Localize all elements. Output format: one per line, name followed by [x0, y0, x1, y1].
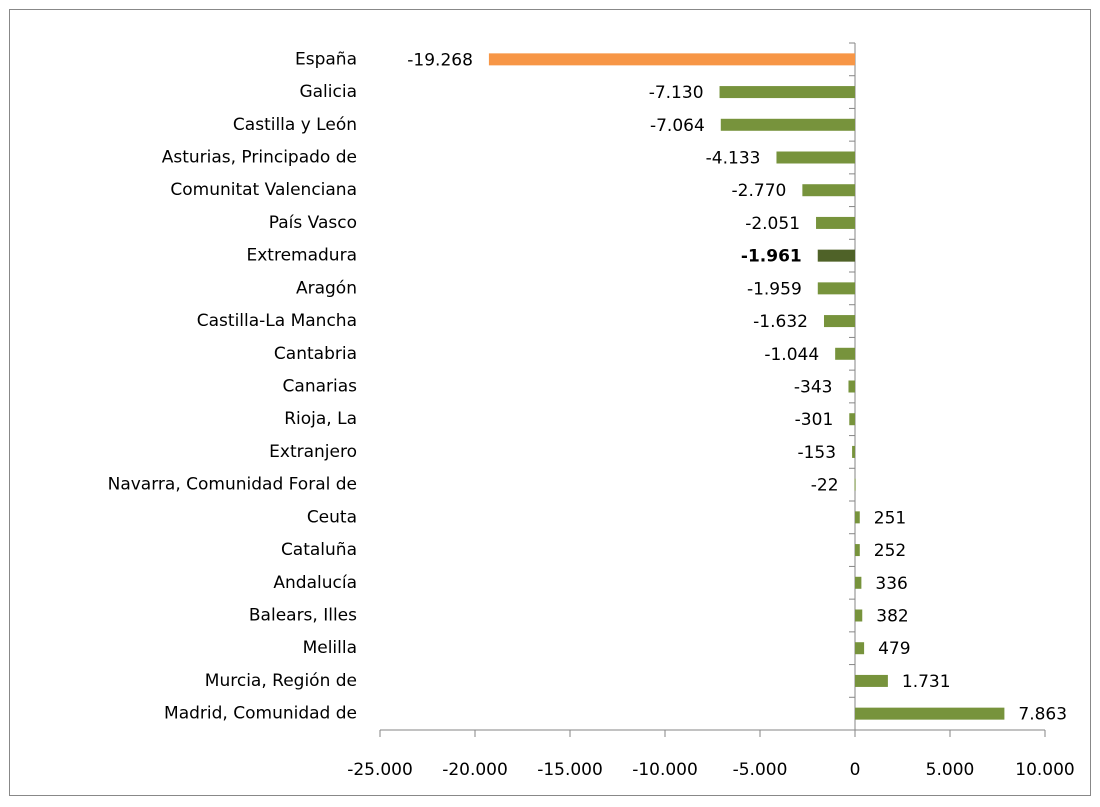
bar	[835, 347, 855, 360]
data-label: -343	[794, 378, 833, 398]
y-tick-label: Madrid, Comunidad de	[164, 704, 357, 724]
y-tick-label: Aragón	[296, 278, 357, 298]
bar	[854, 478, 856, 491]
data-label: 7.863	[1018, 705, 1067, 725]
y-tick-label: Extremadura	[247, 246, 358, 266]
bar	[855, 707, 1005, 720]
bar	[855, 576, 862, 589]
y-tick-label: Andalucía	[273, 573, 357, 593]
data-label: -1.632	[753, 312, 808, 332]
data-label: -153	[797, 443, 836, 463]
y-tick-label: Castilla-La Mancha	[197, 311, 357, 331]
y-tick-label: Extranjero	[269, 442, 357, 462]
bar	[852, 445, 855, 458]
bar	[719, 86, 855, 99]
data-label: -1.959	[747, 279, 802, 299]
bar	[802, 184, 855, 197]
x-tick-label: -5.000	[733, 760, 788, 780]
data-label: -1.044	[764, 345, 819, 365]
x-tick-label: -25.000	[347, 760, 413, 780]
x-tick-label: 10.000	[1015, 760, 1074, 780]
bar	[816, 216, 855, 229]
data-label: 336	[875, 574, 907, 594]
bar	[776, 151, 855, 164]
y-tick-label: Melilla	[303, 638, 357, 658]
y-tick-label: Asturias, Principado de	[162, 148, 357, 168]
data-label: -7.064	[650, 116, 705, 136]
y-tick-label: Castilla y León	[233, 115, 357, 135]
y-tick-label: Canarias	[283, 377, 358, 397]
bar	[855, 511, 860, 524]
bar	[720, 118, 855, 131]
data-label: 479	[878, 639, 910, 659]
bar	[817, 282, 855, 295]
data-label: 1.731	[902, 672, 951, 692]
data-label: -2.770	[732, 181, 787, 201]
bar	[823, 315, 855, 328]
y-tick-label: España	[295, 49, 357, 69]
x-tick-label: 0	[850, 760, 861, 780]
y-tick-label: Cataluña	[281, 540, 357, 560]
data-label: -19.268	[407, 50, 473, 70]
y-tick-label: Rioja, La	[284, 409, 357, 429]
data-label: -301	[795, 410, 834, 430]
data-label: -1.961	[741, 247, 802, 267]
data-label: 252	[874, 541, 906, 561]
data-label: -7.130	[649, 83, 704, 103]
x-tick-label: -20.000	[442, 760, 508, 780]
data-label: -2.051	[745, 214, 800, 234]
bar	[855, 544, 860, 557]
data-label: -4.133	[706, 149, 761, 169]
bar	[855, 609, 863, 622]
y-tick-label: País Vasco	[269, 213, 357, 233]
y-tick-label: Murcia, Región de	[205, 671, 357, 691]
y-tick-label: Navarra, Comunidad Foral de	[108, 475, 357, 495]
data-label: 251	[874, 508, 906, 528]
y-tick-label: Cantabria	[274, 344, 357, 364]
y-tick-label: Balears, Illes	[249, 606, 357, 626]
x-tick-label: -10.000	[632, 760, 698, 780]
y-tick-label: Ceuta	[307, 507, 357, 527]
data-label: 382	[876, 607, 908, 627]
x-tick-label: -15.000	[537, 760, 603, 780]
data-label: -22	[811, 476, 839, 496]
bar	[817, 249, 855, 262]
bar	[849, 413, 855, 426]
bar	[855, 674, 888, 687]
bar	[855, 642, 865, 655]
y-tick-label: Galicia	[299, 82, 357, 102]
bar	[848, 380, 855, 393]
bar	[488, 53, 855, 66]
x-tick-label: 5.000	[926, 760, 975, 780]
chart-frame	[9, 9, 1091, 796]
y-tick-label: Comunitat Valenciana	[170, 180, 357, 200]
